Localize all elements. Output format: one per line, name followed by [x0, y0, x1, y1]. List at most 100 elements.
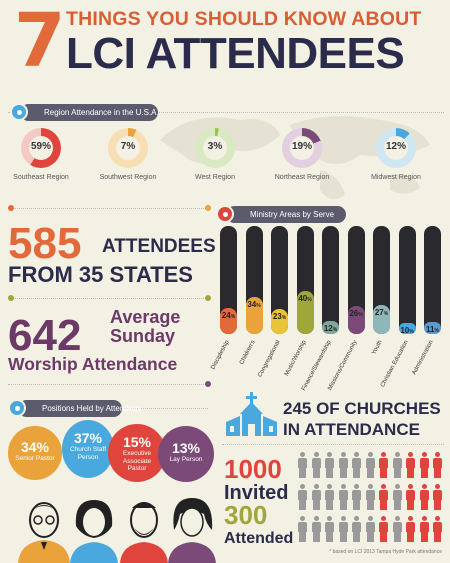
person-icon [365, 516, 375, 542]
executive-pastor-avatar [120, 502, 168, 563]
attended-number: 300 [224, 500, 268, 530]
region-donut: 7% Southwest Region [93, 128, 163, 181]
region-value: 12% [385, 141, 406, 152]
bar-value-label: 12% [323, 324, 338, 334]
ministry-section-header: Ministry Areas by Serve [226, 206, 346, 223]
region-label: West Region [195, 174, 235, 181]
attended-label: Attended [224, 530, 294, 547]
positions-section-header: Positions Held by Attendees [18, 400, 142, 417]
attendance-people-grid [298, 452, 446, 548]
divider-dot [8, 295, 14, 301]
bar-value-label: 34% [247, 300, 261, 310]
person-icon [338, 484, 348, 510]
region-section-header: Region Attendance in the U.S.A. [20, 104, 159, 121]
bar-value-label: 24% [221, 311, 236, 321]
attendees-number: 585 [8, 219, 82, 268]
attendees-label: ATTENDEES [102, 236, 216, 257]
bar-track [322, 226, 339, 334]
divider-dot [205, 295, 211, 301]
bar-track [398, 226, 416, 334]
region-value: 3% [207, 141, 223, 152]
invited-number: 1000 [224, 454, 282, 484]
person-icon-attended [379, 452, 388, 478]
map-pin-icon [8, 399, 26, 417]
position-bubble-church-staff: 37% Church Staff Person [62, 420, 114, 478]
person-icon [298, 452, 307, 478]
divider-line [8, 384, 208, 385]
person-icon [392, 452, 402, 478]
person-icon-attended [419, 484, 429, 510]
header-number: 7 [14, 0, 66, 84]
church-staff-avatar [70, 500, 118, 563]
donut-hole [384, 136, 408, 160]
person-icon [392, 516, 402, 542]
divider-line [8, 112, 444, 113]
region-donut: 3% West Region [180, 128, 250, 181]
region-donut: 59% Southeast Region [6, 128, 76, 181]
region-donut: 12% Midwest Region [361, 128, 431, 181]
region-label: Midwest Region [371, 174, 421, 181]
bar-value-label: 26% [349, 308, 363, 318]
person-icon [365, 452, 375, 478]
person-icon [311, 516, 321, 542]
donut-ring: 7% [108, 128, 148, 168]
person-icon [392, 484, 402, 510]
bar-value-label: 27% [374, 307, 389, 317]
church-icon [226, 392, 277, 436]
map-pin-icon [10, 103, 28, 121]
person-icon [338, 452, 348, 478]
divider-line [8, 298, 208, 299]
bar [398, 323, 416, 334]
invited-label: Invited [224, 482, 289, 504]
person-icon [352, 516, 361, 542]
person-icon-attended [379, 516, 388, 542]
bar-value-label: 23% [272, 312, 287, 322]
worship-label-attendance: Worship Attendance [8, 354, 178, 374]
donut-hole [29, 136, 53, 160]
divider-dot [205, 381, 211, 387]
person-icon [311, 452, 321, 478]
bar [220, 308, 237, 334]
position-value: 37% [73, 430, 103, 446]
footnote: * based on LCI 2013 Tampa Hyde Park atte… [329, 549, 442, 555]
donut-ring: 19% [282, 128, 322, 168]
person-icon-attended [433, 452, 442, 478]
region-label: Southwest Region [99, 174, 157, 181]
ministry-bar-chart: 24% Discipleship 34% Children's 23% Congregat… [210, 222, 446, 392]
donut-hole [203, 136, 227, 160]
region-value: 7% [120, 141, 136, 152]
person-icon-attended [419, 452, 429, 478]
worship-label-average: Average Sunday [110, 307, 181, 346]
divider-dot [8, 205, 14, 211]
header-subtitle: THINGS YOU SHOULD KNOW ABOUT [66, 8, 422, 30]
bar [373, 304, 390, 334]
person-icon-attended [406, 484, 415, 510]
position-label: Senior Pastor [15, 455, 55, 462]
bar-track [271, 226, 288, 334]
bar [347, 305, 365, 334]
position-label: Church Staff Person [70, 446, 107, 461]
bar [322, 321, 339, 334]
bar-value-label: 10% [400, 326, 414, 336]
donut-hole [290, 136, 314, 160]
person-icon [311, 484, 321, 510]
donut-ring: 59% [21, 128, 61, 168]
region-label: Northeast Region [274, 174, 330, 181]
bar [245, 297, 263, 334]
header-title: LCI ATTENDEES [66, 29, 405, 78]
states-label: FROM 35 STATES [8, 262, 193, 287]
person-icon [325, 452, 334, 478]
lay-person-avatar [168, 498, 216, 563]
donut-ring: 12% [376, 128, 416, 168]
bar-value-label: 11% [426, 325, 439, 335]
donut-hole [116, 136, 140, 160]
position-label: Lay Person [169, 456, 203, 463]
bar-track [424, 226, 441, 334]
divider-dot [205, 205, 211, 211]
divider-line [8, 208, 208, 209]
person-icon-attended [406, 452, 415, 478]
position-value: 13% [171, 440, 201, 456]
position-label: Executive Associate Pastor [122, 450, 152, 472]
person-icon [365, 484, 375, 510]
bar-track [220, 226, 237, 334]
